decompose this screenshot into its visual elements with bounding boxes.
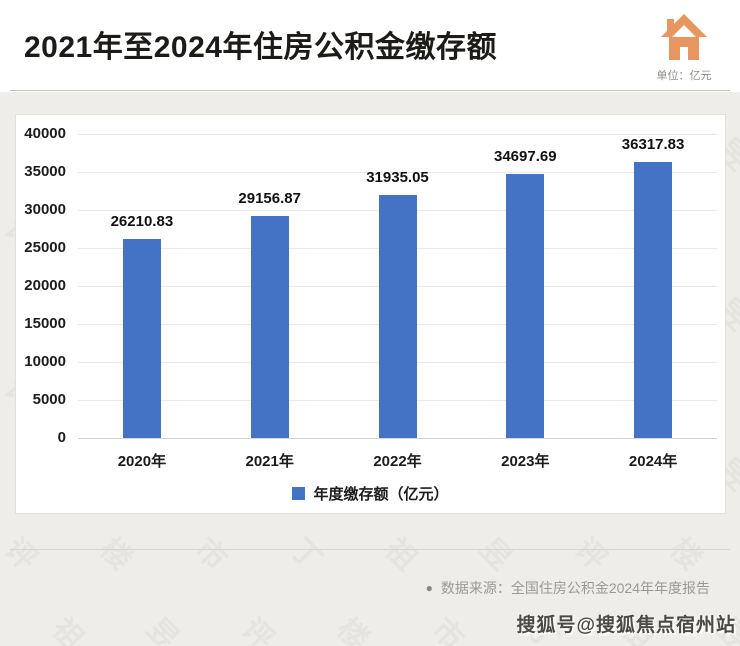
- y-axis-tick-label: 30000: [24, 201, 66, 218]
- x-axis-tick-label: 2021年: [245, 453, 294, 470]
- unit-label: 单位：亿元: [656, 70, 712, 82]
- watermark-glyph: 丁: [0, 446, 1, 498]
- chart-legend: 年度缴存额（亿元）: [16, 481, 725, 505]
- bar-value-label: 34697.69: [494, 148, 557, 166]
- bar-2024年: [634, 161, 673, 438]
- header: 2021年至2024年住房公积金缴存额 单位：亿元: [0, 0, 740, 92]
- x-axis-tick-label: 2023年: [501, 453, 550, 470]
- bar-value-label: 36317.83: [621, 135, 685, 153]
- data-source-line: ● 数据来源：全国住房公积金2024年年度报告: [426, 578, 710, 598]
- y-axis-tick-label: 40000: [24, 125, 66, 142]
- watermark-glyph: 评: [0, 532, 43, 577]
- y-axis-tick-label: 10000: [24, 353, 66, 370]
- watermark-glyph: 丁: [283, 532, 328, 577]
- bar-2021年: [250, 216, 289, 438]
- legend-swatch-icon: [292, 486, 306, 500]
- y-axis-tick-label: 15000: [24, 315, 66, 332]
- gridline: [78, 133, 717, 135]
- bullet-icon: ●: [425, 581, 433, 595]
- watermark-glyph: 昱: [473, 532, 518, 577]
- sohu-watermark: 搜狐号@搜狐焦点宿州站: [516, 615, 736, 636]
- y-axis-tick-label: 35000: [24, 163, 66, 180]
- bar-value-label: 26210.83: [110, 212, 174, 230]
- bar-2023年: [506, 174, 545, 438]
- house-icon: [656, 12, 712, 64]
- data-source-text: 数据来源：全国住房公积金2024年年度报告: [440, 580, 710, 596]
- bar-2022年: [378, 195, 417, 438]
- watermark-glyph: 昱: [140, 612, 185, 646]
- legend-label: 年度缴存额（亿元）: [313, 485, 449, 503]
- footer-divider: [10, 549, 730, 550]
- watermark-glyph: 祖: [378, 532, 423, 577]
- x-axis-tick-label: 2024年: [628, 453, 678, 470]
- gridline: [78, 171, 717, 173]
- gridline: [78, 437, 717, 439]
- page-title: 2021年至2024年住房公积金缴存额: [24, 31, 497, 64]
- y-axis-tick-label: 0: [57, 429, 66, 446]
- header-divider: [10, 90, 730, 91]
- watermark-glyph: 丁: [0, 286, 1, 338]
- watermark-glyph: 评: [568, 532, 613, 577]
- bar-chart: 年度缴存额（亿元） 0 5000 10000 15000 20000 25000 30000…: [15, 114, 726, 514]
- bar-value-label: 29156.87: [238, 190, 301, 208]
- y-axis-tick-label: 25000: [24, 239, 66, 256]
- watermark-glyph: 楼: [93, 532, 138, 577]
- x-axis-tick-label: 2022年: [373, 453, 422, 470]
- brand-block: 单位：亿元: [656, 12, 712, 83]
- watermark-glyph: 丁: [0, 126, 1, 178]
- watermark-glyph: 楼: [330, 612, 375, 646]
- watermark-glyph: 祖: [45, 612, 90, 646]
- bar-2020年: [122, 238, 161, 438]
- y-axis-tick-label: 20000: [24, 277, 66, 294]
- watermark-glyph: 评: [235, 612, 280, 646]
- y-axis-tick-label: 5000: [32, 391, 66, 408]
- watermark-glyph: 丁: [0, 606, 1, 646]
- x-axis-tick-label: 2020年: [117, 453, 167, 470]
- bar-value-label: 31935.05: [366, 169, 429, 187]
- watermark-glyph: 楼: [663, 532, 708, 577]
- watermark-glyph: 市: [188, 532, 233, 577]
- watermark-glyph: 市: [425, 612, 470, 646]
